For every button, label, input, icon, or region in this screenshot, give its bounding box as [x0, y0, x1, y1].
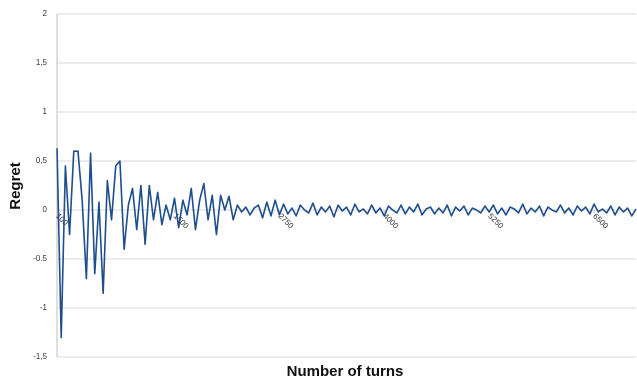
y-tick-label: 1	[43, 107, 48, 116]
y-tick-label: 1,5	[36, 58, 48, 67]
y-tick-label: -1	[40, 303, 48, 312]
y-tick-label: 0,5	[36, 156, 48, 165]
data-line	[56, 148, 637, 339]
y-tick-label: -1,5	[33, 352, 47, 361]
y-tick-label: 2	[43, 9, 48, 18]
y-axis-title: Regret	[7, 162, 24, 210]
x-tick-label: 6500	[591, 212, 610, 231]
x-axis-title: Number of turns	[287, 363, 404, 380]
y-tick-label: 0	[43, 205, 48, 214]
x-tick-label: 5250	[486, 212, 505, 231]
y-tick-label: -0.5	[33, 254, 47, 263]
